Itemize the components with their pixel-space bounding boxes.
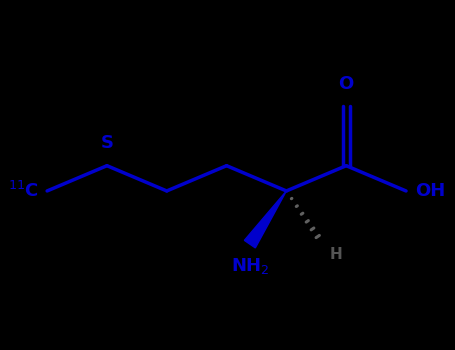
Text: H: H (329, 247, 342, 262)
Text: S: S (101, 134, 113, 152)
Text: OH: OH (415, 182, 445, 200)
Text: O: O (339, 75, 354, 93)
Text: NH$_2$: NH$_2$ (231, 256, 269, 276)
Polygon shape (244, 191, 286, 248)
Text: $^{11}$C: $^{11}$C (8, 181, 39, 201)
